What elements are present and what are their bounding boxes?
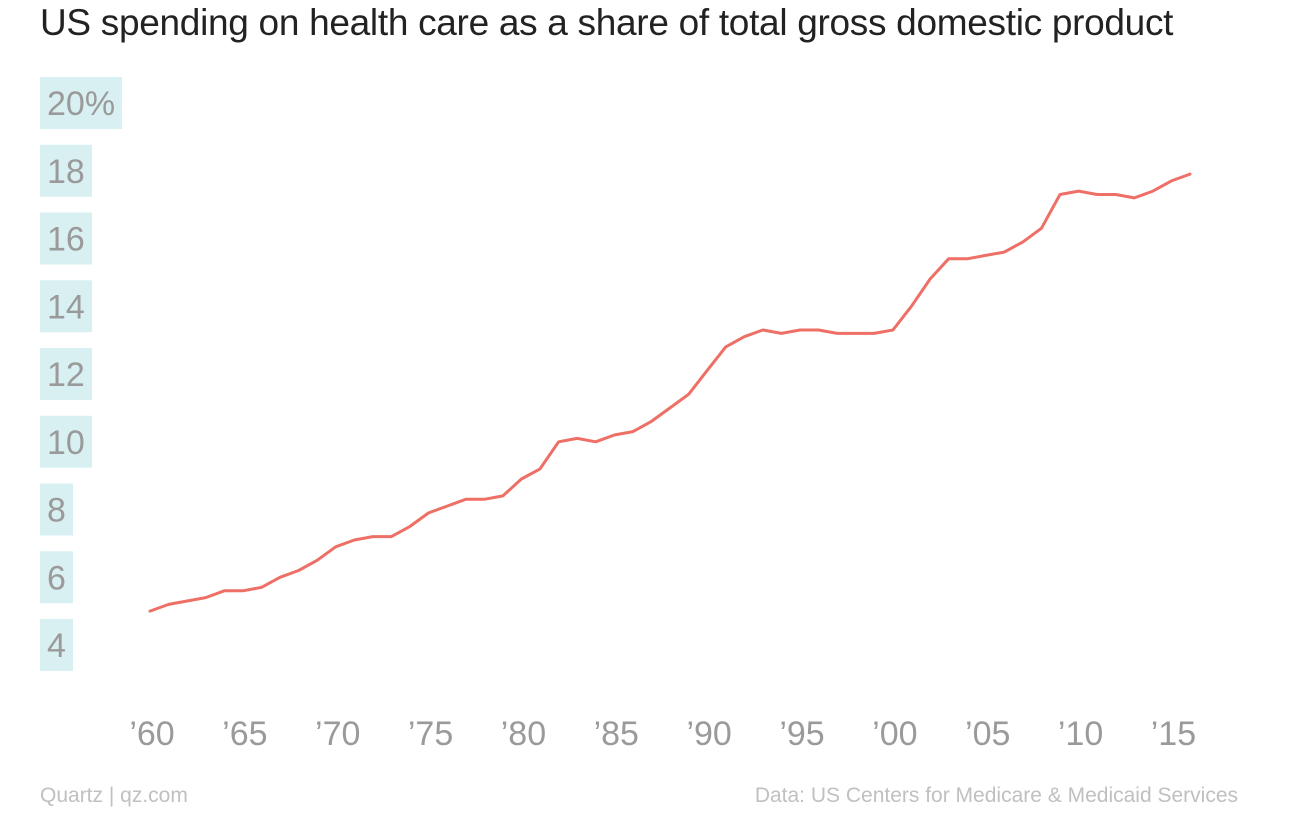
y-tick-background <box>40 348 92 400</box>
y-tick: 4 <box>40 619 73 671</box>
series-layer <box>148 172 1192 613</box>
x-tick-label: ’85 <box>594 715 639 753</box>
x-tick-label: ’05 <box>965 715 1010 753</box>
x-tick-label: ’95 <box>779 715 824 753</box>
footer-source-left: Quartz | qz.com <box>40 784 188 807</box>
x-axis: ’60 ’65 ’70 ’75 ’80 ’85 ’90 ’95 ’00 ’05 ’10 ’15 <box>129 715 1196 753</box>
y-tick-background <box>40 551 73 604</box>
y-tick-background <box>40 483 73 536</box>
x-tick-label: ’60 <box>129 715 174 753</box>
y-tick-label: 12 <box>47 356 85 394</box>
y-tick-label: 6 <box>47 559 66 597</box>
x-tick-label: ’65 <box>222 715 267 753</box>
y-tick-background <box>40 415 92 468</box>
y-tick: 14 <box>40 280 92 333</box>
y-tick: 10 <box>40 415 92 468</box>
y-tick-label: 4 <box>47 627 66 665</box>
y-tick: 18 <box>40 144 92 197</box>
y-tick: 16 <box>40 212 92 265</box>
y-tick: 12 <box>40 348 92 400</box>
x-tick-label: ’10 <box>1058 715 1103 753</box>
y-tick: 8 <box>40 483 73 536</box>
y-tick-label: 10 <box>47 424 85 462</box>
chart-title: US spending on health care as a share of… <box>40 2 1174 43</box>
y-tick-label: 14 <box>47 288 85 326</box>
x-tick-label: ’75 <box>408 715 453 753</box>
y-tick-background <box>40 212 92 265</box>
y-axis: 20% 18 16 14 12 10 8 6 4 <box>40 77 122 671</box>
y-tick-background <box>40 619 73 671</box>
y-tick-label: 18 <box>47 153 85 191</box>
footer-source-right: Data: US Centers for Medicare & Medicaid… <box>754 784 1238 807</box>
x-tick-label: ’90 <box>686 715 731 753</box>
y-tick-background <box>40 144 92 197</box>
x-tick-label: ’70 <box>315 715 360 753</box>
y-tick: 20% <box>40 77 122 129</box>
x-tick-label: ’80 <box>501 715 546 753</box>
y-tick: 6 <box>40 551 73 604</box>
y-tick-background <box>40 280 92 333</box>
y-tick-label: 16 <box>47 221 85 259</box>
series-line-0 <box>148 172 1192 613</box>
y-tick-label: 20% <box>47 85 115 123</box>
x-tick-label: ’00 <box>872 715 917 753</box>
y-tick-background <box>40 77 122 129</box>
x-tick-label: ’15 <box>1151 715 1196 753</box>
y-tick-label: 8 <box>47 492 66 530</box>
